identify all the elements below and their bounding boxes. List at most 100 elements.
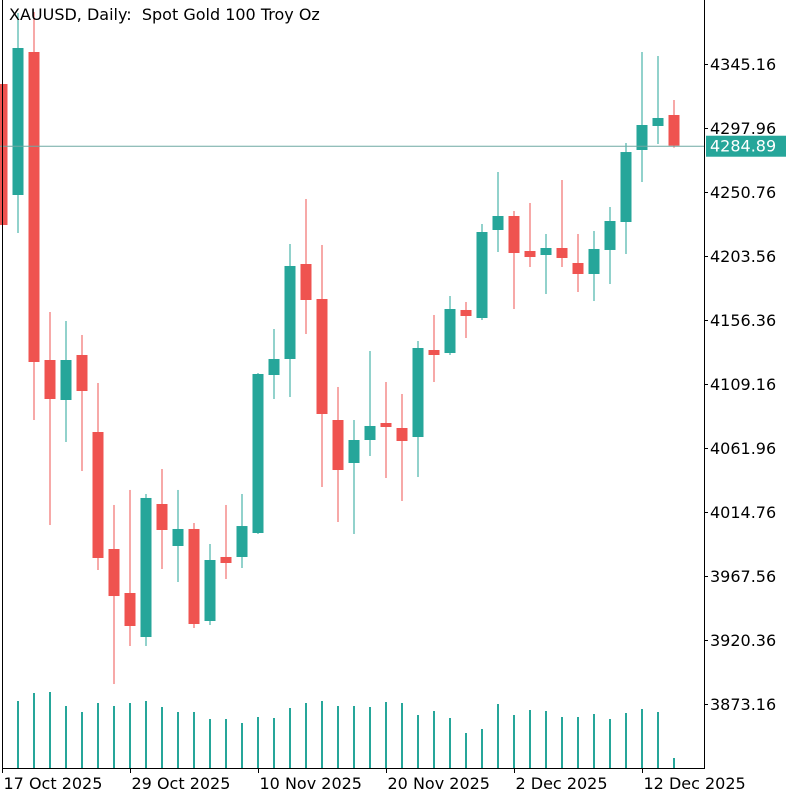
candle xyxy=(412,341,424,478)
y-tick-label: 4061.96 xyxy=(710,439,776,458)
candle xyxy=(124,489,136,646)
candle xyxy=(460,301,472,339)
y-tick-label: 3967.56 xyxy=(710,567,776,586)
candle-wick xyxy=(497,172,499,252)
volume-bar xyxy=(273,718,275,768)
candle-body xyxy=(220,556,232,563)
volume-bar xyxy=(145,701,147,768)
volume-bar xyxy=(625,713,627,768)
volume-bar xyxy=(513,715,515,768)
volume-bar xyxy=(241,723,243,768)
candle-body xyxy=(252,373,264,534)
candle-body xyxy=(156,504,168,530)
candle xyxy=(364,351,376,456)
candle xyxy=(348,420,360,534)
x-tick-label: 17 Oct 2025 xyxy=(4,774,103,793)
candle xyxy=(28,12,40,420)
candle-wick xyxy=(385,382,387,479)
current-price-label-bg xyxy=(706,135,786,157)
candle xyxy=(252,373,264,534)
volume-bar xyxy=(49,692,51,768)
candle-wick xyxy=(353,420,355,534)
candle xyxy=(444,296,456,355)
x-tick-label: 29 Oct 2025 xyxy=(132,774,231,793)
volume-bar xyxy=(433,711,435,768)
candle xyxy=(540,233,552,294)
candle-body xyxy=(12,48,24,195)
y-tick-label: 4109.16 xyxy=(710,375,776,394)
candle xyxy=(284,244,296,398)
candle xyxy=(524,202,536,267)
volume-bar xyxy=(577,717,579,768)
candle-body xyxy=(76,354,88,391)
volume-bar xyxy=(529,710,531,768)
candle xyxy=(268,329,280,399)
candle xyxy=(332,386,344,522)
candle-body xyxy=(348,440,360,463)
candle xyxy=(204,544,216,626)
y-tick-label: 4203.56 xyxy=(710,247,776,266)
candle-wick xyxy=(641,52,643,183)
price-axis[interactable]: 4345.16 4297.96 4250.76 4203.56 4156.36 4109.… xyxy=(704,55,776,714)
candle-body xyxy=(588,248,600,274)
candle-body xyxy=(444,309,456,354)
candle xyxy=(396,393,408,501)
volume-bar xyxy=(673,758,675,768)
x-tick-label: 12 Dec 2025 xyxy=(644,774,746,793)
volume-bar xyxy=(321,701,323,768)
candle xyxy=(604,206,616,284)
candle-body xyxy=(556,248,568,258)
candle-body xyxy=(508,216,520,254)
candle-wick xyxy=(401,393,403,501)
candle xyxy=(220,504,232,580)
current-price-value: 4284.89 xyxy=(710,137,776,156)
volume-bar xyxy=(609,719,611,768)
candle-body xyxy=(172,528,184,546)
candle-wick xyxy=(657,56,659,144)
candle-wick xyxy=(369,351,371,456)
candle-body xyxy=(284,265,296,359)
candle xyxy=(0,84,8,226)
candle xyxy=(572,233,584,292)
candle-wick xyxy=(129,489,131,646)
candle xyxy=(636,52,648,183)
volume-bar xyxy=(641,709,643,768)
volume-bar xyxy=(161,707,163,768)
candle-body xyxy=(268,358,280,375)
candle-wick xyxy=(545,233,547,294)
candle xyxy=(380,382,392,479)
candle-wick xyxy=(529,202,531,267)
candle-body xyxy=(140,497,152,638)
candle-body xyxy=(188,528,200,624)
candle-body xyxy=(300,264,312,300)
candle-body xyxy=(60,360,72,400)
volume-bar xyxy=(81,712,83,768)
candle xyxy=(668,100,680,148)
volume-bar xyxy=(465,733,467,768)
candle-body xyxy=(316,298,328,414)
volume-bar xyxy=(129,703,131,768)
volume-bar xyxy=(401,703,403,768)
candle xyxy=(508,210,520,310)
volume-bar xyxy=(385,702,387,768)
volume-bar xyxy=(497,704,499,768)
candle-wick xyxy=(561,180,563,267)
y-tick-label: 4250.76 xyxy=(710,183,776,202)
candle xyxy=(140,493,152,646)
candle-body xyxy=(108,549,120,597)
volume-bar xyxy=(481,729,483,768)
volume-bars xyxy=(17,692,675,768)
candle-wick xyxy=(81,334,83,472)
candle xyxy=(300,198,312,334)
candle xyxy=(492,172,504,252)
y-tick-label: 4014.76 xyxy=(710,503,776,522)
current-price-label: 4284.89 xyxy=(706,135,786,157)
candle-body xyxy=(44,360,56,399)
candle xyxy=(588,230,600,302)
candle-wick xyxy=(225,504,227,580)
candle-body xyxy=(204,560,216,621)
candle-body xyxy=(28,52,40,362)
candle-body xyxy=(460,309,472,316)
candle-body xyxy=(124,593,136,626)
time-axis[interactable]: 17 Oct 2025 29 Oct 2025 10 Nov 2025 20 Nov … xyxy=(2,768,746,793)
